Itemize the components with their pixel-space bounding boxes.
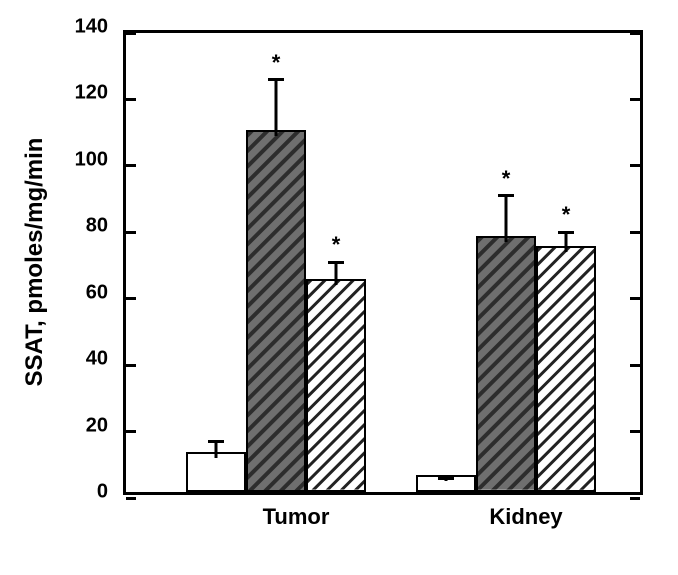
xtick-label: Tumor xyxy=(263,504,330,530)
plot-area: 020406080100120140 * *Tumor * xyxy=(123,30,643,495)
ytick-mark xyxy=(630,430,640,433)
ytick-mark xyxy=(630,98,640,101)
ytick-mark xyxy=(126,32,136,35)
error-bar xyxy=(565,232,568,252)
error-bar xyxy=(275,80,278,136)
significance-marker: * xyxy=(272,50,281,76)
significance-marker: * xyxy=(562,202,571,228)
ytick-label: 120 xyxy=(75,82,108,105)
ytick-mark xyxy=(126,497,136,500)
ytick-mark xyxy=(630,32,640,35)
bar-kidney_b xyxy=(476,236,536,492)
error-bar-cap xyxy=(268,78,284,81)
ssat-bar-chart: SSAT, pmoles/mg/min 020406080100120140 *… xyxy=(0,0,678,575)
ytick-label: 100 xyxy=(75,148,108,171)
ytick-label: 140 xyxy=(75,16,108,39)
ytick-mark xyxy=(126,164,136,167)
ytick-mark xyxy=(126,364,136,367)
ytick-label: 80 xyxy=(86,215,108,238)
error-bar xyxy=(335,262,338,285)
ytick-label: 60 xyxy=(86,281,108,304)
xtick-label: Kidney xyxy=(489,504,562,530)
bar-tumor_b xyxy=(246,130,306,492)
bar-tumor_c xyxy=(306,279,366,492)
significance-marker: * xyxy=(332,232,341,258)
error-bar-cap xyxy=(328,261,344,264)
bar-tumor_a xyxy=(186,452,246,492)
ytick-label: 20 xyxy=(86,414,108,437)
ytick-mark xyxy=(630,497,640,500)
error-bar-cap xyxy=(558,231,574,234)
ytick-mark xyxy=(126,98,136,101)
ytick-label: 0 xyxy=(97,481,108,504)
error-bar-cap xyxy=(208,440,224,443)
ytick-mark xyxy=(126,231,136,234)
ytick-mark xyxy=(630,364,640,367)
significance-marker: * xyxy=(502,166,511,192)
ytick-label: 40 xyxy=(86,348,108,371)
y-axis-label: SSAT, pmoles/mg/min xyxy=(21,138,49,387)
ytick-mark xyxy=(630,297,640,300)
ytick-mark xyxy=(126,297,136,300)
bar-kidney_c xyxy=(536,246,596,492)
ytick-mark xyxy=(630,164,640,167)
ytick-mark xyxy=(126,430,136,433)
error-bar xyxy=(215,442,218,459)
error-bar xyxy=(505,196,508,243)
error-bar-cap xyxy=(498,194,514,197)
error-bar-cap xyxy=(438,477,454,480)
ytick-mark xyxy=(630,231,640,234)
